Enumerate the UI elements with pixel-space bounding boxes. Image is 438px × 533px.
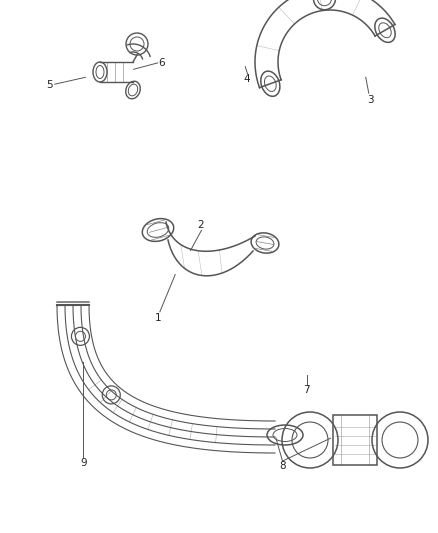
Text: 1: 1 [155, 313, 162, 323]
Text: 8: 8 [279, 462, 286, 471]
Text: 5: 5 [46, 80, 53, 90]
Text: 7: 7 [303, 385, 310, 395]
Text: 9: 9 [80, 458, 87, 467]
Text: 2: 2 [198, 220, 205, 230]
Text: 4: 4 [243, 74, 250, 84]
Text: 3: 3 [367, 95, 374, 105]
Bar [333, 415, 377, 465]
Text: 6: 6 [158, 58, 165, 68]
